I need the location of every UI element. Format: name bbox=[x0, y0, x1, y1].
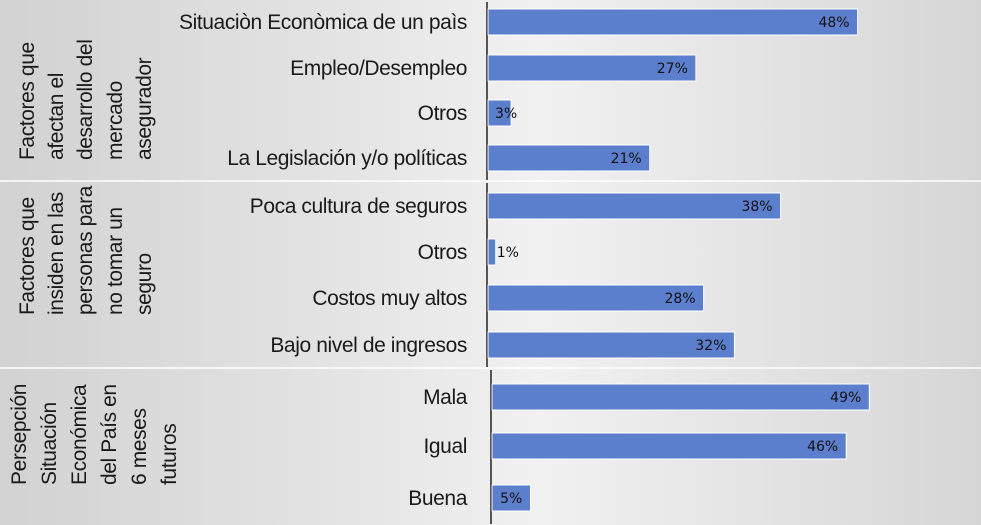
group-label-line: Económica bbox=[68, 384, 91, 485]
data-label: 46% bbox=[807, 439, 838, 455]
data-label: 3% bbox=[495, 106, 517, 122]
group-label: Factores que insiden en las personas para n… bbox=[16, 185, 156, 315]
bar bbox=[487, 238, 497, 266]
bar bbox=[487, 99, 512, 127]
group-label-line: 6 meses bbox=[128, 408, 151, 485]
data-label: 1% bbox=[497, 245, 519, 261]
category-label: Otros bbox=[418, 102, 467, 125]
group-label-line: personas para bbox=[74, 185, 97, 315]
bar bbox=[487, 284, 705, 312]
data-label: 49% bbox=[830, 390, 861, 406]
group-label: Persepción Situación Económica del País en 6… bbox=[8, 384, 181, 485]
category-label: Buena bbox=[408, 487, 467, 510]
group-label-line: Factores que bbox=[16, 42, 39, 160]
category-label: Empleo/Desempleo bbox=[290, 57, 467, 80]
category-label: Poca cultura de seguros bbox=[250, 195, 467, 218]
bar bbox=[487, 8, 859, 36]
category-label: Otros bbox=[418, 241, 467, 264]
group-label-line: Situación bbox=[38, 402, 61, 485]
bar bbox=[487, 54, 697, 82]
data-label: 32% bbox=[695, 338, 726, 354]
group-label-line: seguro bbox=[133, 253, 156, 315]
bar bbox=[487, 144, 651, 172]
data-label: 27% bbox=[657, 61, 688, 77]
bar bbox=[487, 331, 735, 359]
group-label-line: desarrollo del bbox=[74, 40, 97, 160]
group-label: Factores que afectan el desarrollo del merc… bbox=[16, 40, 156, 160]
data-label: 48% bbox=[818, 15, 849, 31]
group-label-line: futuros bbox=[158, 424, 181, 485]
group-label-line: Persepción bbox=[8, 384, 31, 485]
bar bbox=[491, 383, 870, 411]
data-label: 5% bbox=[500, 491, 522, 507]
bar bbox=[491, 432, 847, 460]
bar bbox=[491, 484, 531, 512]
category-label: Mala bbox=[423, 386, 468, 409]
group-label-line: insiden en las bbox=[45, 192, 68, 315]
group-label-line: afectan el bbox=[45, 73, 68, 160]
group-label-line: del País en bbox=[98, 384, 121, 485]
group-label-line: Factores que bbox=[16, 197, 39, 315]
category-label: Igual bbox=[423, 435, 467, 458]
category-label: Situaciòn Econòmica de un paìs bbox=[179, 11, 467, 34]
data-label: 38% bbox=[741, 199, 772, 215]
category-label: La Legislación y/o políticas bbox=[227, 147, 467, 170]
data-label: 21% bbox=[611, 151, 642, 167]
category-label: Costos muy altos bbox=[312, 287, 467, 310]
group-label-line: no tomar un bbox=[104, 207, 127, 315]
bar bbox=[487, 192, 782, 220]
category-label: Bajo nivel de ingresos bbox=[270, 334, 467, 357]
group-label-line: asegurador bbox=[133, 57, 156, 160]
data-label: 28% bbox=[664, 291, 695, 307]
group-label-line: mercado bbox=[104, 81, 127, 160]
